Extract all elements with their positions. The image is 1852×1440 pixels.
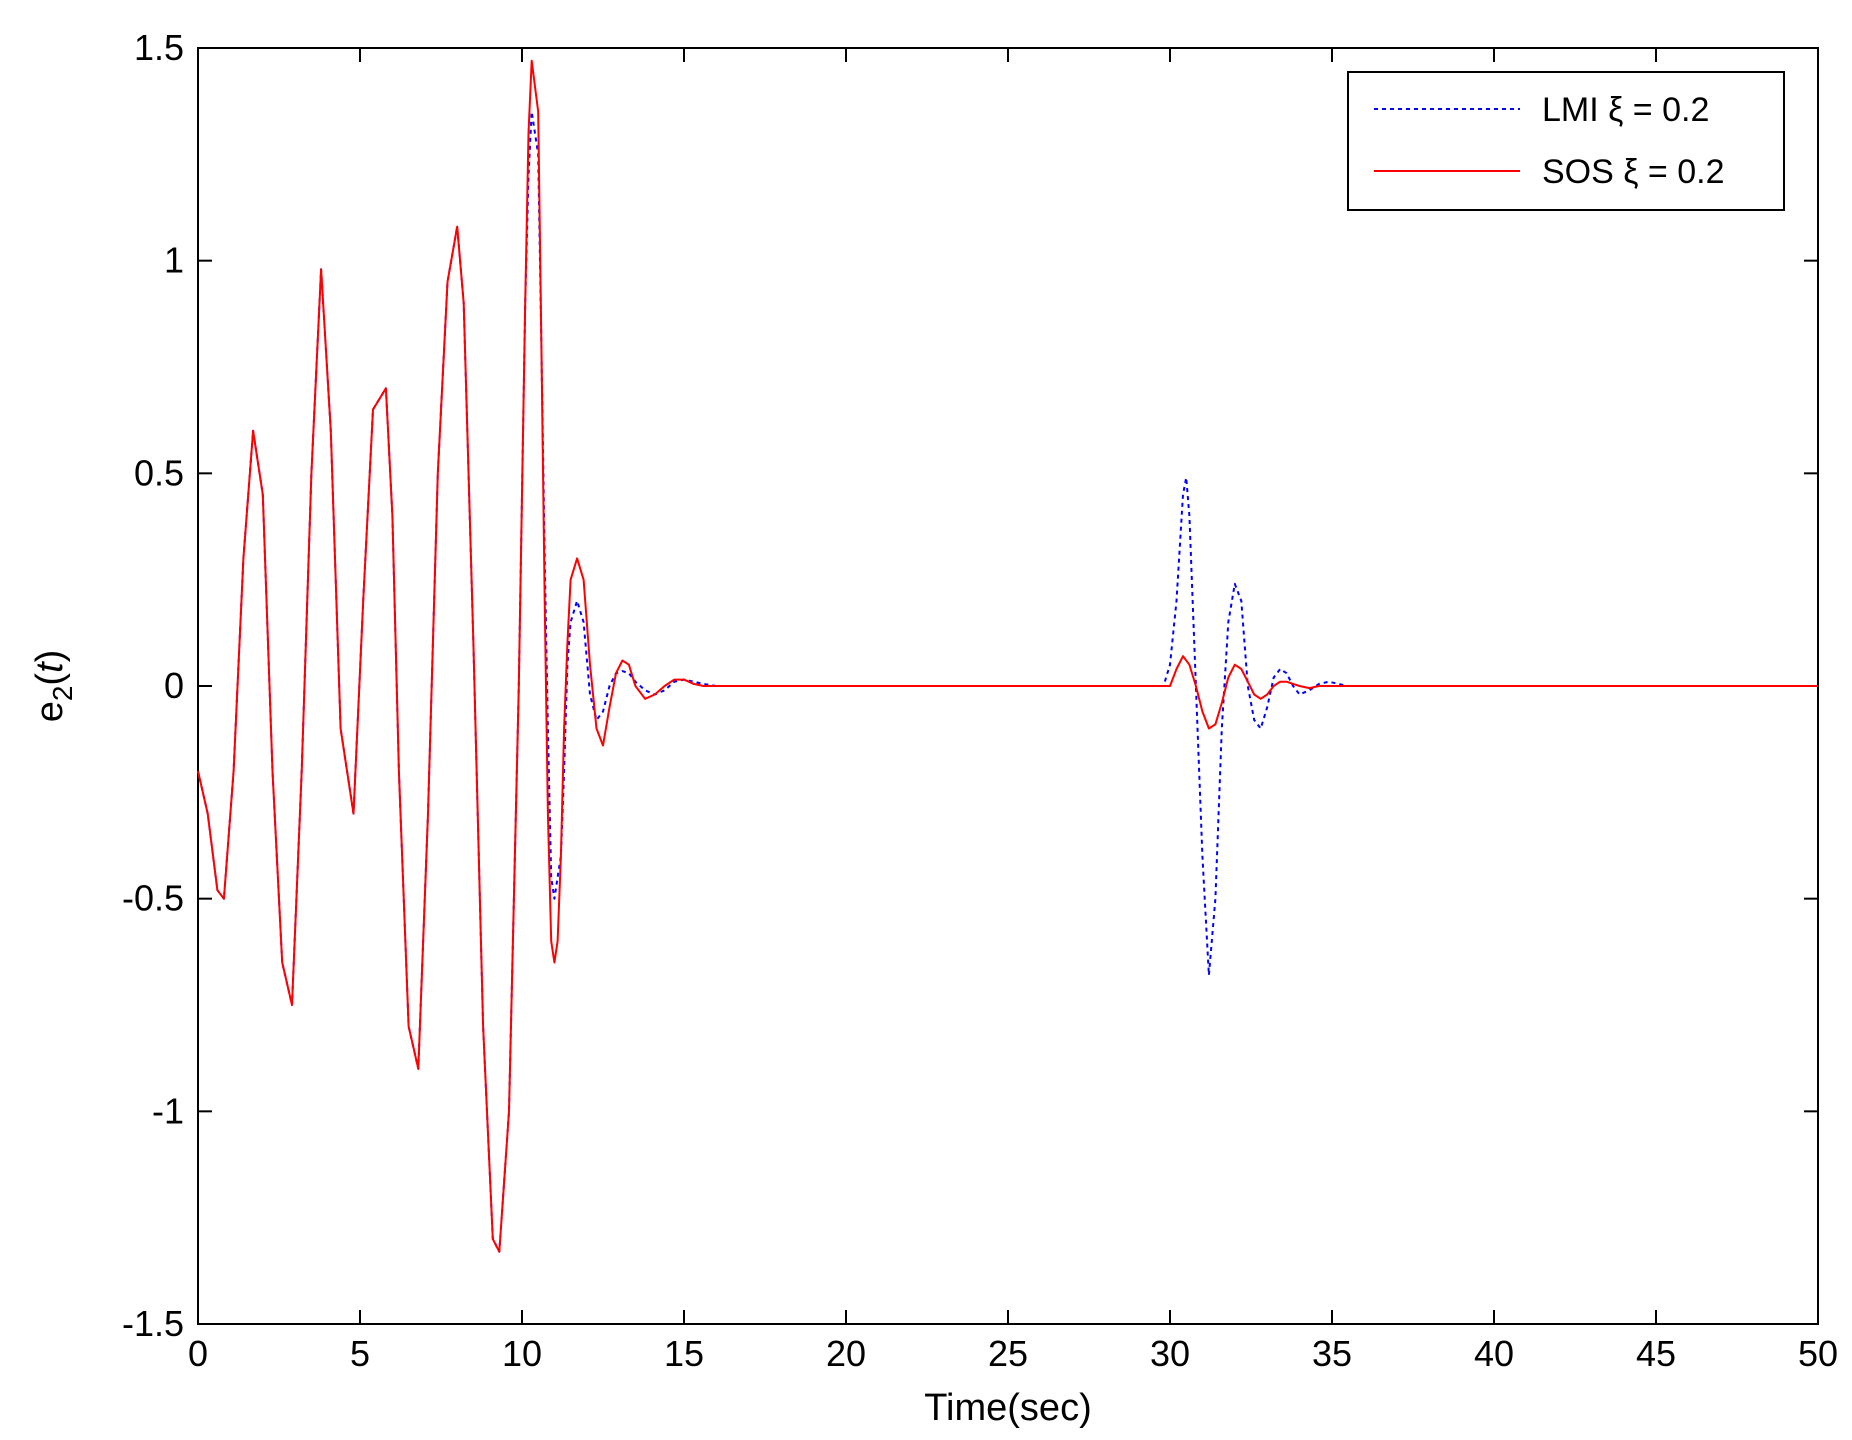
x-tick-label: 30 — [1150, 1333, 1190, 1374]
x-tick-label: 5 — [350, 1333, 370, 1374]
series-line-sos — [197, 59, 1818, 1253]
legend: LMI ξ = 0.2 SOS ξ = 0.2 — [1347, 71, 1785, 211]
series-layer — [197, 59, 1818, 1253]
x-tick-label: 45 — [1636, 1333, 1676, 1374]
y-tick-label: 0.5 — [134, 452, 184, 493]
x-tick-label: 10 — [502, 1333, 542, 1374]
legend-label-sos: SOS ξ = 0.2 — [1542, 153, 1724, 191]
legend-label-lmi: LMI ξ = 0.2 — [1542, 91, 1709, 129]
y-axis-label: e2(t) — [29, 650, 78, 723]
y-axis-label-open-paren: ( — [29, 673, 71, 686]
y-tick-label: 0 — [164, 665, 184, 706]
x-tick-label: 20 — [826, 1333, 866, 1374]
y-tick-label: -0.5 — [122, 878, 184, 919]
y-axis-label-subscript: 2 — [47, 686, 78, 702]
x-tick-label: 35 — [1312, 1333, 1352, 1374]
x-tick-label: 25 — [988, 1333, 1028, 1374]
x-tick-label: 15 — [664, 1333, 704, 1374]
y-axis-label-argument: t — [29, 661, 71, 673]
y-axis-label-base: e — [29, 701, 71, 722]
x-axis-ticks: 0 5 10 15 20 25 30 35 40 45 50 — [188, 48, 1838, 1374]
legend-box — [1347, 71, 1785, 211]
x-axis-label: Time(sec) — [924, 1387, 1091, 1429]
x-tick-label: 50 — [1798, 1333, 1838, 1374]
y-tick-label: -1 — [152, 1090, 184, 1131]
x-tick-label: 0 — [188, 1333, 208, 1374]
y-axis-ticks: -1.5 -1 -0.5 0 0.5 1 1.5 — [122, 27, 1818, 1344]
y-tick-label: -1.5 — [122, 1303, 184, 1344]
x-tick-label: 40 — [1474, 1333, 1514, 1374]
y-axis-label-close-paren: ) — [29, 650, 71, 663]
y-tick-label: 1 — [164, 240, 184, 281]
y-tick-label: 1.5 — [134, 27, 184, 68]
